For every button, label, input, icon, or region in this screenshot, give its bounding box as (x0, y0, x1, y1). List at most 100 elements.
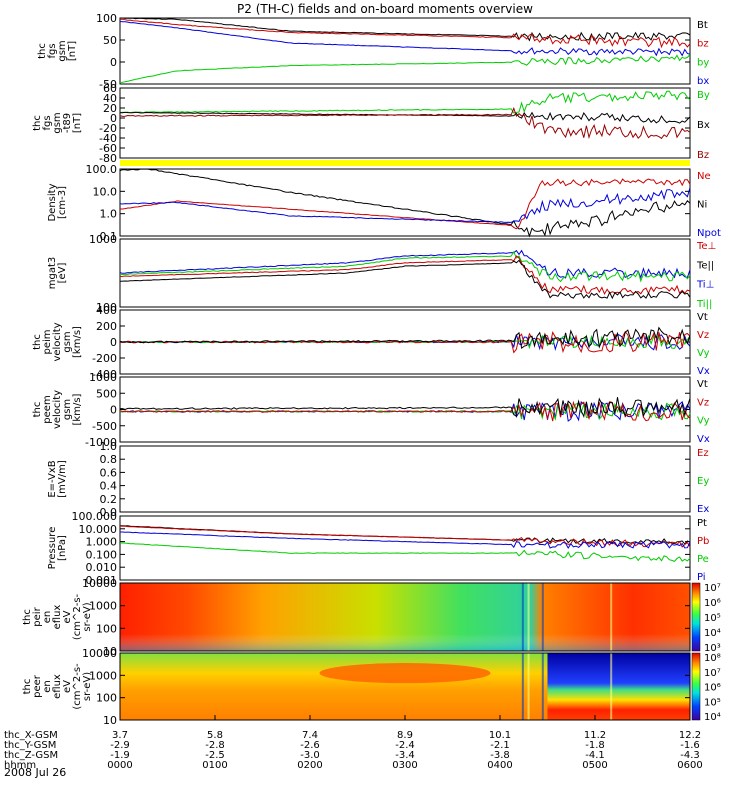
y-axis-label: peir (32, 606, 43, 626)
panel-3: 100.0 10.0 1.0 0.1 Density [cm-3] Ne Ni Npot (47, 163, 721, 243)
legend-Vy: Vy (697, 416, 710, 427)
panel-frame (119, 168, 691, 237)
x-row-value: 0600 (677, 760, 702, 771)
y-axis-label: thc (32, 334, 43, 350)
colorbar-tick-label: 10⁸ (704, 653, 721, 664)
legend-Te||: Te|| (696, 260, 714, 271)
y-axis-label: [km/s] (72, 393, 83, 425)
legend-Vt: Vt (697, 312, 708, 323)
y-tick-label: -60 (99, 142, 117, 155)
y-axis-label: Pressure (47, 527, 58, 570)
x-row-label: thc_X-GSM (4, 730, 58, 741)
x-row-value: 12.2 (679, 730, 701, 741)
y-tick-label: 0.8 (100, 453, 118, 466)
spectrogram-stripe (527, 583, 530, 651)
x-row-value: -1.8 (585, 740, 605, 751)
y-tick-label: 1000 (89, 371, 117, 384)
series-line-blue (119, 21, 691, 57)
y-tick-label: 0.100 (86, 548, 118, 561)
series-line-black (119, 326, 691, 349)
y-tick-label: 100.000 (72, 510, 118, 523)
legend-Pt: Pt (697, 518, 707, 529)
legend-Bz: Bz (697, 150, 709, 161)
spectrogram-stripe (541, 653, 544, 720)
colorbar-tick-label: 10⁶ (704, 598, 721, 609)
colorbar-10: 10⁸ 10⁷ 10⁶ 10⁵ 10⁴ (691, 652, 721, 723)
x-row-value: -3.8 (490, 750, 510, 761)
colorbar-tick-label: 10⁴ (704, 628, 721, 639)
y-axis-label: fgs (47, 43, 58, 58)
legend-By: By (697, 90, 710, 101)
y-axis-label: eflux (52, 605, 63, 630)
legend-Ex: Ex (697, 504, 709, 515)
y-axis-label: (cm^2-s- (72, 593, 83, 640)
series-line-blue (119, 187, 691, 223)
x-row-value: -3.0 (300, 750, 320, 761)
legend-Ey: Ey (697, 476, 709, 487)
y-axis-label: gsm (62, 399, 73, 420)
electron-spectrogram-late (547, 653, 690, 720)
series-line-red (119, 255, 691, 296)
y-tick-label: 10.0 (93, 185, 118, 198)
legend-Npot: Npot (697, 228, 721, 239)
series-line-black (119, 168, 691, 238)
x-row-value: 0000 (107, 760, 132, 771)
colorbar-tick-label: 10⁷ (704, 668, 721, 679)
legend-Te⊥: Te⊥ (696, 241, 716, 252)
legend-Pb: Pb (697, 536, 709, 547)
legend-Ez: Ez (697, 448, 709, 459)
y-tick-label: 100 (96, 622, 117, 635)
legend-Vx: Vx (697, 366, 710, 377)
x-row-value: -1.9 (110, 750, 130, 761)
legend-Ti⊥: Ti⊥ (696, 280, 714, 291)
panel-1: 100 50 0 -50 thc fgs gsm [nT] Bt bz by bx (37, 12, 709, 91)
colorbar-9: 10⁷ 10⁶ 10⁵ 10⁴ 10³ (691, 582, 721, 654)
panel-6: 1000 500 0 -500 -1000 thc peem velocity gsm [km/s… (32, 371, 710, 449)
y-tick-label: -80 (99, 152, 117, 165)
y-axis-label: [cm-3] (57, 186, 68, 219)
y-axis-label: thc (32, 402, 43, 418)
y-axis-label: en (42, 680, 53, 693)
y-tick-label: 10 (103, 645, 117, 658)
y-axis-label: mgat3 (47, 257, 58, 290)
y-tick-label: 1.000 (86, 536, 118, 549)
y-tick-label: 60 (103, 82, 117, 95)
y-tick-label: 10.000 (79, 523, 118, 536)
figure-title: P2 (TH-C) fields and on-board moments ov… (237, 2, 533, 16)
x-row-value: 0400 (487, 760, 512, 771)
y-tick-label: 0.010 (86, 561, 118, 574)
y-tick-label: 1000 (89, 233, 117, 246)
x-row-label: thc_Z-GSM (4, 750, 58, 761)
y-axis-label: peer (32, 674, 43, 698)
y-tick-label: 0 (110, 404, 117, 417)
x-row-value: 0500 (582, 760, 607, 771)
y-tick-label: 0.001 (86, 574, 118, 587)
y-tick-label: -500 (92, 420, 117, 433)
spectrogram-stripe (541, 583, 544, 651)
y-tick-label: 1000 (89, 669, 117, 682)
x-row-value: 8.9 (397, 730, 413, 741)
electron-hot-region (319, 663, 491, 684)
panel-frame (119, 376, 691, 443)
y-axis-label: gsm (52, 112, 63, 133)
y-axis-label: gsm (62, 331, 73, 352)
y-tick-label: 40 (103, 92, 117, 105)
colorbar-rect (691, 652, 701, 721)
y-tick-label: 200 (96, 320, 117, 333)
x-row-value: -2.5 (205, 750, 225, 761)
y-tick-label: -40 (99, 132, 117, 145)
panel-frame (119, 87, 691, 159)
y-axis-label: eV (62, 610, 73, 623)
y-tick-label: 0 (110, 56, 117, 69)
y-tick-label: 0 (110, 112, 117, 125)
legend-bx: bx (697, 76, 709, 87)
x-row-value: -4.3 (680, 750, 700, 761)
y-axis-label: E=-VxB (47, 460, 58, 497)
legend-Pi: Pi (697, 572, 706, 583)
colorbar-rect (691, 582, 701, 652)
y-axis-label: velocity (52, 322, 63, 361)
legend-Vy: Vy (697, 348, 710, 359)
y-tick-label: 0 (110, 336, 117, 349)
